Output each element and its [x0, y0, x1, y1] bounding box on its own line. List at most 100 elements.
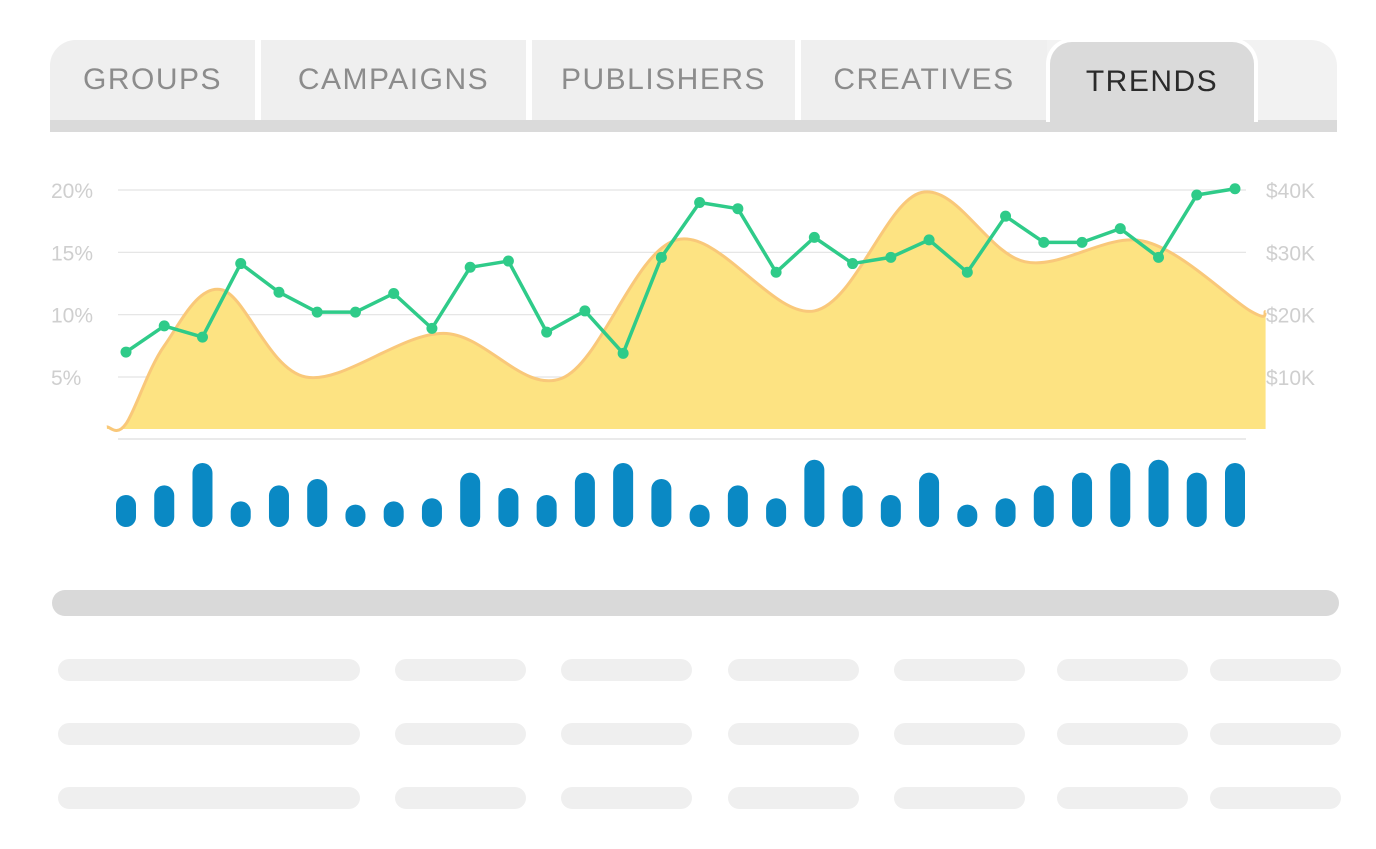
- tab-creatives-label: CREATIVES: [833, 63, 1015, 96]
- tab-groups[interactable]: GROUPS: [50, 40, 255, 120]
- bar: [345, 504, 366, 527]
- bar: [268, 485, 289, 527]
- table-cell-placeholder: [1057, 787, 1188, 809]
- tab-creatives[interactable]: CREATIVES: [801, 40, 1047, 120]
- bar: [651, 479, 672, 527]
- table-cell-placeholder: [894, 723, 1025, 745]
- tab-campaigns[interactable]: CAMPAIGNS: [261, 40, 526, 120]
- tab-campaigns-label: CAMPAIGNS: [297, 63, 490, 96]
- table-cell-placeholder: [894, 659, 1025, 681]
- line-point: [235, 258, 247, 270]
- tab-publishers[interactable]: PUBLISHERS: [532, 40, 795, 120]
- line-point: [273, 286, 285, 298]
- bar: [995, 498, 1016, 527]
- line-series: [120, 183, 1241, 359]
- bar: [766, 498, 787, 527]
- table-cell-placeholder: [1057, 659, 1188, 681]
- bar: [804, 459, 825, 527]
- line-point: [579, 305, 591, 317]
- line-point: [732, 203, 744, 215]
- bar: [919, 472, 940, 527]
- bar: [460, 472, 481, 527]
- line-point: [847, 258, 859, 270]
- line-point: [617, 347, 629, 359]
- bar: [1186, 472, 1207, 527]
- tab-publishers-label: PUBLISHERS: [560, 63, 767, 96]
- table-cell-placeholder: [561, 787, 692, 809]
- line-point: [770, 266, 782, 278]
- bar: [383, 501, 404, 527]
- tab-groups-label: GROUPS: [82, 63, 223, 96]
- tab-trends[interactable]: TRENDS: [1046, 38, 1258, 122]
- table-cell-placeholder: [894, 787, 1025, 809]
- right-axis-tick-label: $40K: [1266, 180, 1315, 203]
- left-axis-tick-label: 20%: [51, 180, 93, 203]
- tab-bar: GROUPS CAMPAIGNS PUBLISHERS CREATIVES TR…: [50, 38, 1337, 132]
- line-point: [961, 266, 973, 278]
- line-point: [541, 326, 553, 338]
- bar: [1110, 463, 1131, 527]
- line-point: [923, 234, 935, 246]
- bar: [421, 498, 442, 527]
- table-cell-placeholder: [395, 659, 526, 681]
- table-cell-placeholder: [58, 787, 360, 809]
- table-cell-placeholder: [728, 659, 859, 681]
- line-point: [1000, 210, 1012, 222]
- table-cell-placeholder: [561, 723, 692, 745]
- table-cell-placeholder: [58, 723, 360, 745]
- line-point: [1038, 236, 1050, 248]
- table-cell-placeholder: [1057, 723, 1188, 745]
- right-axis-tick-label: $10K: [1266, 367, 1315, 390]
- table-cell-placeholder: [1210, 723, 1341, 745]
- bar: [574, 472, 595, 527]
- bar: [307, 479, 328, 527]
- table-cell-placeholder: [395, 723, 526, 745]
- bar-series: [116, 459, 1245, 527]
- line-point: [1076, 236, 1088, 248]
- table-cell-placeholder: [728, 723, 859, 745]
- line-point: [1114, 223, 1126, 235]
- table-cell-placeholder: [728, 787, 859, 809]
- bar: [192, 463, 213, 527]
- area-series: [106, 190, 1268, 433]
- right-axis-tick-label: $30K: [1266, 242, 1315, 265]
- tab-divider: [795, 40, 801, 120]
- axis-labels: 20% 15% 10% 5% $40K $30K $20K $10K: [51, 180, 1315, 390]
- line-point: [311, 306, 323, 318]
- bar: [1148, 459, 1169, 527]
- line-point: [655, 251, 667, 263]
- line-point: [694, 196, 706, 208]
- left-axis-tick-label: 15%: [51, 242, 93, 265]
- bar: [230, 501, 251, 527]
- bar: [1033, 485, 1054, 527]
- right-axis-tick-label: $20K: [1266, 305, 1315, 328]
- bar: [1225, 463, 1245, 527]
- bar: [116, 495, 136, 527]
- tab-divider: [255, 40, 261, 120]
- line-point: [1229, 183, 1241, 195]
- line-point: [885, 251, 897, 263]
- bar: [727, 485, 748, 527]
- tab-divider: [526, 40, 532, 120]
- bar: [154, 485, 175, 527]
- trend-chart: 20% 15% 10% 5% $40K $30K $20K $10K: [51, 180, 1315, 527]
- line-point: [388, 287, 400, 299]
- area-outline: [106, 190, 1268, 433]
- line-point: [158, 320, 170, 332]
- tab-bar-underline: [50, 120, 1337, 132]
- line-point: [349, 306, 361, 318]
- area-fill: [106, 191, 1266, 431]
- bar: [842, 485, 863, 527]
- bar: [613, 463, 634, 527]
- table-header-placeholder: [52, 590, 1339, 616]
- line-point: [426, 322, 438, 334]
- bar: [957, 504, 978, 527]
- tab-trends-label: TRENDS: [1085, 65, 1219, 98]
- line-point: [120, 346, 132, 358]
- table-cell-placeholder: [395, 787, 526, 809]
- line-point: [464, 261, 476, 273]
- line-point: [1153, 251, 1165, 263]
- left-axis-tick-label: 5%: [51, 367, 81, 390]
- line-path: [125, 187, 1236, 356]
- bar: [880, 495, 901, 527]
